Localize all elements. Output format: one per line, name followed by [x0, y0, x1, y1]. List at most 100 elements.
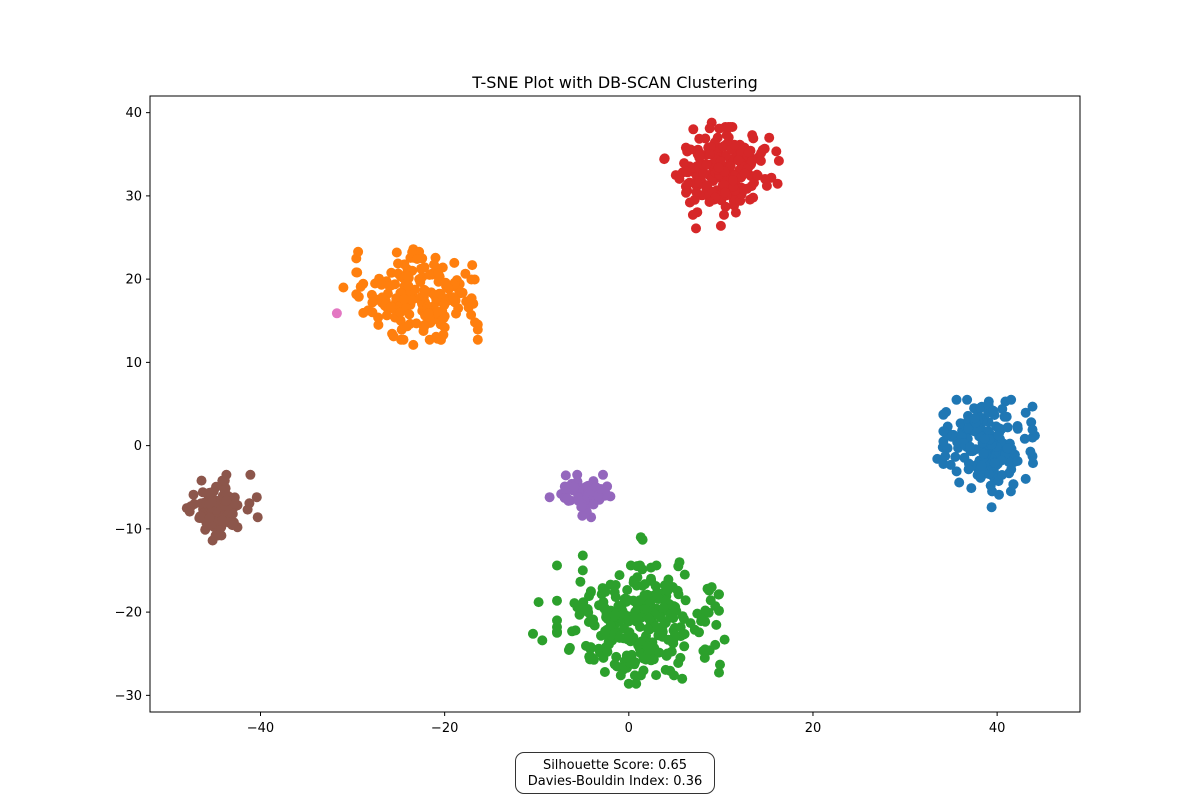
cluster-3-point: [681, 166, 692, 177]
cluster-1-point: [358, 307, 369, 318]
chart-title: T-SNE Plot with DB-SCAN Clustering: [471, 73, 758, 92]
cluster-2-point: [710, 639, 721, 650]
cluster-2-point: [581, 640, 591, 651]
cluster-0-point: [984, 469, 995, 480]
cluster-1-point: [393, 258, 403, 269]
cluster-5-point: [184, 506, 195, 517]
cluster-5-point: [252, 512, 263, 523]
cluster-2-point: [642, 641, 653, 652]
cluster-1-point: [453, 303, 464, 314]
cluster-1-point: [419, 287, 430, 298]
cluster-2-point: [622, 631, 633, 642]
cluster-1-point: [402, 321, 413, 332]
cluster-3-point: [728, 175, 738, 186]
cluster-3-point: [742, 183, 752, 194]
cluster-2-point: [692, 608, 703, 619]
cluster-2-point: [577, 565, 588, 576]
cluster-5-point: [245, 469, 256, 480]
y-tick-label: 40: [125, 106, 142, 121]
cluster-1-point: [466, 293, 477, 304]
cluster-2-point: [600, 586, 611, 597]
cluster-1-point: [407, 295, 418, 305]
cluster-2-point: [623, 678, 634, 689]
cluster-1-point: [472, 334, 483, 345]
cluster-3-point: [688, 124, 699, 135]
cluster-1-point: [384, 281, 395, 292]
cluster-2-point: [603, 639, 614, 650]
cluster-0-point: [979, 433, 990, 444]
cluster-3-point: [723, 122, 734, 132]
cluster-1-point: [351, 267, 362, 278]
cluster-0-point: [945, 459, 956, 470]
cluster-1-point: [415, 277, 426, 287]
cluster-3-point: [689, 194, 700, 205]
cluster-3-point: [694, 150, 705, 161]
cluster-3-point: [719, 209, 729, 220]
cluster-0-point: [963, 464, 974, 475]
cluster-1-point: [423, 308, 434, 319]
cluster-1-point: [432, 306, 443, 317]
cluster-2-point: [672, 585, 683, 596]
cluster-3-point: [729, 139, 740, 150]
cluster-2-point: [680, 595, 691, 606]
cluster-2-point: [622, 595, 633, 606]
cluster-1-point: [381, 310, 392, 321]
cluster-5-point: [189, 499, 200, 509]
cluster-2-point: [609, 587, 620, 598]
cluster-0-point: [966, 483, 977, 494]
cluster-3-point: [756, 148, 767, 158]
cluster-3-point: [700, 133, 711, 144]
cluster-1-point: [429, 259, 439, 270]
y-tick-label: −30: [115, 689, 142, 704]
cluster-1-point: [395, 307, 406, 318]
cluster-4-point: [588, 499, 599, 510]
cluster-1-point: [439, 322, 450, 333]
cluster-1-point: [424, 269, 435, 280]
cluster-2-point: [711, 619, 722, 630]
cluster-3-point: [713, 162, 724, 173]
cluster-1-point: [351, 289, 362, 300]
cluster-5-point: [204, 512, 215, 523]
cluster-2-point: [631, 678, 642, 689]
cluster-2-point: [622, 585, 633, 595]
cluster-1-point: [376, 279, 387, 290]
cluster-2-point: [637, 534, 648, 545]
cluster-1-point: [387, 328, 398, 339]
cluster-2-point: [585, 587, 596, 598]
cluster-2-point: [605, 579, 616, 590]
cluster-0-point: [954, 477, 965, 488]
cluster-2-point: [634, 595, 645, 606]
cluster-2-point: [537, 635, 548, 646]
cluster-0-point: [938, 459, 949, 469]
cluster-1-point: [435, 288, 446, 299]
cluster-1-point: [449, 257, 460, 268]
cluster-2-point: [601, 612, 612, 623]
cluster-3-point: [704, 149, 715, 160]
cluster-0-point: [962, 394, 973, 405]
cluster-1-point: [438, 313, 449, 324]
cluster-1-point: [367, 297, 378, 308]
cluster-5-point: [242, 504, 253, 515]
cluster-3-point: [714, 123, 725, 134]
cluster-0-point: [988, 405, 999, 416]
cluster-3-point: [739, 168, 750, 179]
cluster-2-point: [610, 610, 620, 621]
plot-frame: [149, 95, 1081, 713]
cluster-2-point: [635, 621, 645, 632]
cluster-0-point: [950, 451, 961, 462]
cluster-4-point: [577, 510, 588, 521]
cluster-2-point: [710, 601, 721, 612]
cluster-0-point: [1008, 479, 1019, 490]
cluster-3-point: [691, 223, 701, 234]
cluster-2-point: [679, 569, 690, 580]
silhouette-score-label: Silhouette Score: 0.65: [542, 758, 688, 773]
cluster-0-point: [985, 480, 996, 491]
cluster-2-point: [661, 650, 672, 661]
cluster-2-point: [638, 665, 649, 676]
cluster-1-point: [419, 262, 430, 273]
y-tick-label: 30: [125, 189, 142, 204]
cluster-0-point: [1019, 433, 1030, 444]
cluster-5-point: [217, 515, 228, 526]
cluster-2-point: [642, 623, 653, 634]
